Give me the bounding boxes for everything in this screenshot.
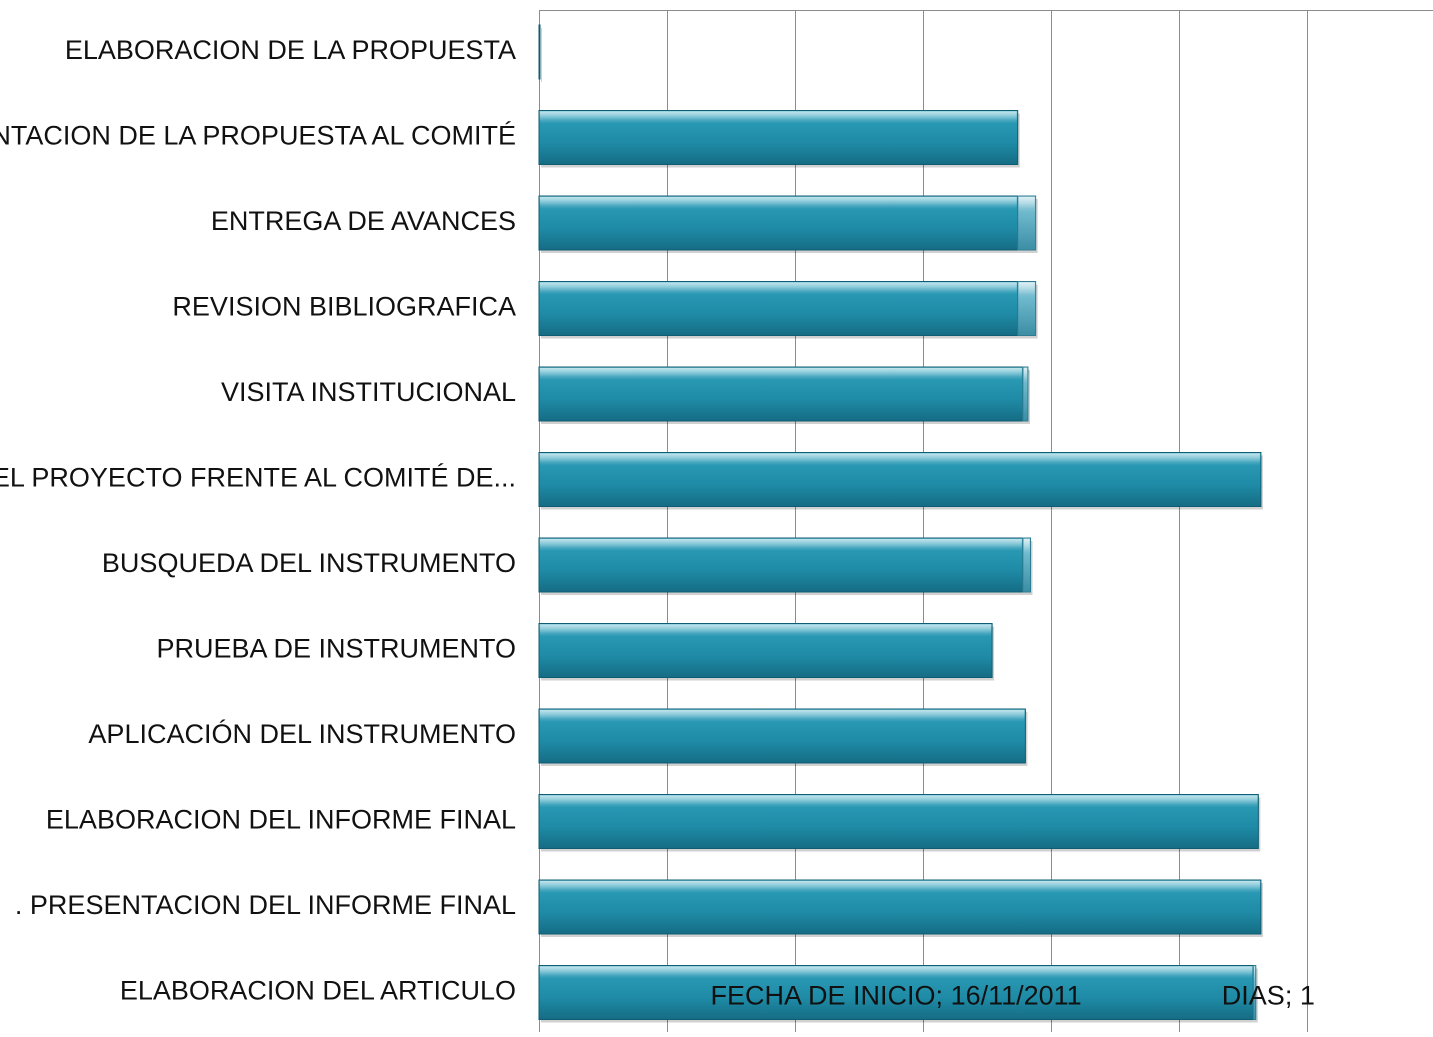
category-label: ELABORACION DE LA PROPUESTA — [65, 35, 516, 65]
category-labels: ELABORACION DE LA PROPUESTA PRESENTACION … — [0, 35, 516, 1006]
bar-fecha-de-inicio — [538, 623, 995, 681]
bar-fecha-de-inicio — [538, 537, 1025, 595]
category-label: . PRESENTACION DEL INFORME FINAL — [15, 890, 516, 920]
bar-dias — [1022, 366, 1030, 424]
axes — [539, 10, 1433, 1032]
bar-body — [1022, 366, 1029, 422]
bar-fecha-de-inicio — [538, 965, 1256, 1023]
category-label: BUSQUEDA DEL INSTRUMENTO — [102, 548, 516, 578]
bar-highlight — [1023, 539, 1030, 551]
bar-shadow — [1255, 968, 1258, 1023]
bar-highlight — [540, 539, 1022, 551]
data-label: DIAS; 1 — [1222, 981, 1315, 1011]
bar-highlight — [540, 966, 1253, 979]
bar-dias — [1017, 195, 1038, 253]
category-label: APLICACIÓN DEL INSTRUMENTO — [88, 718, 516, 749]
bar-body — [1017, 195, 1037, 251]
category-label: ELABORACION DEL INFORME FINAL — [46, 805, 516, 835]
bar-highlight — [1254, 966, 1255, 979]
bar-body — [538, 24, 541, 80]
category-label: REVISION BIBLIOGRAFICA — [172, 292, 516, 322]
data-label: FECHA DE INICIO; 16/11/2011 — [711, 981, 1082, 1011]
bar-highlight — [540, 881, 1260, 893]
bar-highlight — [1018, 282, 1035, 295]
bar-dias — [1252, 965, 1258, 1023]
bar-fecha-de-inicio — [538, 366, 1025, 424]
bar-fecha-de-inicio — [538, 794, 1261, 852]
bar-highlight — [540, 710, 1025, 722]
bar-highlight — [540, 111, 1017, 124]
data-labels: FECHA DE INICIO; 16/11/2011 DIAS; 1 — [711, 981, 1315, 1011]
bar-fecha-de-inicio — [538, 195, 1020, 253]
bar-shadow — [541, 28, 542, 82]
bar-fecha-de-inicio — [538, 452, 1263, 510]
bar-highlight — [1018, 197, 1035, 209]
bar-fecha-de-inicio — [538, 708, 1028, 766]
gridlines — [667, 10, 1308, 1032]
bar-highlight — [540, 282, 1017, 295]
category-label: VISITA INSTITUCIONAL — [221, 377, 516, 407]
category-label: PRESENTACION DE LA PROPUESTA AL COMITÉ — [0, 121, 516, 151]
bar-fecha-de-inicio — [538, 24, 542, 82]
bar-body — [1017, 281, 1037, 336]
bar-highlight — [540, 624, 992, 637]
bar-highlight — [540, 795, 1258, 808]
bar-body — [1252, 965, 1257, 1020]
bar-highlight — [540, 368, 1022, 380]
category-label: PRESENTACION DEL PROYECTO FRENTE AL COMI… — [0, 463, 516, 493]
bar-highlight — [1023, 368, 1027, 380]
bar-fecha-de-inicio — [538, 110, 1020, 168]
category-label: ENTREGA DE AVANCES — [211, 206, 516, 236]
bar-fecha-de-inicio — [538, 281, 1020, 339]
bar-highlight — [540, 453, 1260, 466]
bar-dias — [1022, 537, 1033, 595]
bar-highlight — [540, 197, 1017, 209]
bar-fecha-de-inicio — [538, 879, 1263, 937]
category-label: ELABORACION DEL ARTICULO — [120, 976, 516, 1006]
bar-body — [1022, 537, 1032, 593]
bars — [538, 24, 1263, 1023]
category-label: PRUEBA DE INSTRUMENTO — [156, 634, 516, 664]
bar-dias — [1017, 281, 1038, 339]
